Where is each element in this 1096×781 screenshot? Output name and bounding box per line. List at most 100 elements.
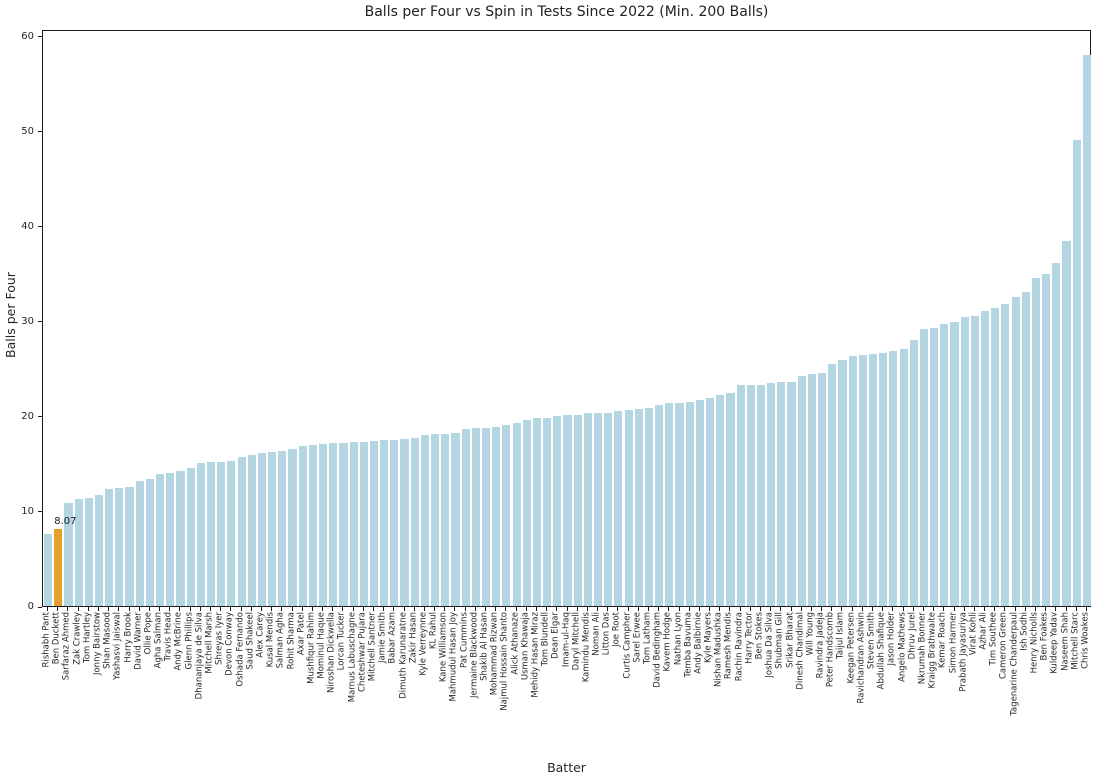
x-tick-mark xyxy=(332,607,334,611)
bar-kemar-roach xyxy=(940,323,949,606)
bar-tim-southee xyxy=(991,308,1000,606)
x-tick-mark xyxy=(749,607,751,611)
y-tick-mark xyxy=(38,511,42,513)
x-tick-mark xyxy=(1065,607,1067,611)
x-category-label: Rachin Ravindra xyxy=(733,612,744,682)
x-tick-mark xyxy=(301,607,303,611)
x-category-label: Devon Conway xyxy=(224,612,235,676)
x-category-label: Kavem Hodge xyxy=(662,612,673,672)
bar-ben-foakes xyxy=(1042,274,1051,606)
x-category-label: Andy Balbirnie xyxy=(693,612,704,674)
x-tick-mark xyxy=(810,607,812,611)
x-category-label: Mehidy Hasan Miraz xyxy=(530,612,541,698)
bar-david-bedingham xyxy=(655,405,664,606)
bar-devon-conway xyxy=(227,460,236,606)
bar-saud-shakeel xyxy=(247,454,256,606)
bar-jermaine-blackwood xyxy=(471,428,480,606)
bar-prabath-jayasuriya xyxy=(960,317,969,606)
bar-dimuth-karunaratne xyxy=(400,438,409,606)
x-category-label: Azhar Ali xyxy=(978,612,989,650)
bar-tagenarine-chanderpaul xyxy=(1011,297,1020,606)
x-axis-label: Batter xyxy=(547,760,586,775)
x-tick-mark xyxy=(47,607,49,611)
bar-steven-smith xyxy=(868,354,878,606)
x-category-label: Joe Root xyxy=(611,612,622,647)
x-tick-mark xyxy=(546,607,548,611)
x-category-label: Kraigg Brathwaite xyxy=(927,612,938,689)
bar-tom-hartley xyxy=(84,497,93,606)
bar-harry-tector xyxy=(746,384,755,606)
x-category-label: Tom Latham xyxy=(642,612,653,665)
bar-cheteshwar-pujara xyxy=(359,441,368,606)
x-category-label: Alick Athanaze xyxy=(509,612,520,675)
x-tick-mark xyxy=(342,607,344,611)
y-tick-mark xyxy=(38,321,42,323)
bar-rishabh-pant xyxy=(44,533,53,606)
x-category-label: Rohit Sharma xyxy=(285,612,296,670)
bar-mahmudul-hasan-joy xyxy=(451,433,460,606)
bar-harry-brook xyxy=(125,487,134,606)
bar-ramesh-mendis xyxy=(726,393,735,606)
x-category-label: Shakib Al Hasan xyxy=(479,612,490,681)
bar-mitchell-marsh xyxy=(206,462,216,606)
x-tick-mark xyxy=(780,607,782,611)
x-tick-mark xyxy=(1004,607,1006,611)
x-tick-mark xyxy=(688,607,690,611)
x-tick-mark xyxy=(87,607,89,611)
x-tick-mark xyxy=(1075,607,1077,611)
bar-ben-stokes xyxy=(756,384,766,606)
x-tick-mark xyxy=(189,607,191,611)
x-category-label: Kuldeep Yadav xyxy=(1049,612,1060,674)
x-tick-mark xyxy=(841,607,843,611)
x-tick-mark xyxy=(311,607,313,611)
x-tick-mark xyxy=(709,607,711,611)
plot-area xyxy=(42,30,1091,607)
bar-virat-kohli xyxy=(970,316,979,606)
y-tick-mark xyxy=(38,416,42,418)
x-category-label: Zak Crawley xyxy=(71,612,82,665)
bar-ravindra-jadeja xyxy=(818,373,827,606)
bar-mushfiqur-rahim xyxy=(308,445,317,606)
x-category-label: Nathan Lyon xyxy=(672,612,683,666)
x-category-label: Daryl Mitchell xyxy=(571,612,581,671)
x-category-label: Axar Patel xyxy=(296,612,307,656)
x-tick-mark xyxy=(800,607,802,611)
x-category-label: Harry Brook xyxy=(122,612,133,663)
x-category-label: Mahmudul Hasan Joy xyxy=(448,612,459,702)
bar-najmul-hossain-shanto xyxy=(502,425,511,606)
x-tick-mark xyxy=(118,607,120,611)
x-tick-mark xyxy=(372,607,374,611)
chart-title: Balls per Four vs Spin in Tests Since 20… xyxy=(364,4,769,20)
x-category-label: Mitchell Marsh xyxy=(204,612,215,674)
x-tick-mark xyxy=(729,607,731,611)
x-tick-mark xyxy=(515,607,517,611)
x-tick-mark xyxy=(678,607,680,611)
bar-jamie-smith xyxy=(380,439,389,606)
x-category-label: Dimuth Karunaratne xyxy=(397,612,408,699)
x-tick-mark xyxy=(770,607,772,611)
x-category-label: Lorcan Tucker xyxy=(336,612,347,671)
x-category-label: Virat Kohli xyxy=(968,612,979,656)
bar-jonny-bairstow xyxy=(94,494,104,606)
x-tick-mark xyxy=(637,607,639,611)
x-category-label: David Bedingham xyxy=(652,612,663,688)
x-tick-mark xyxy=(566,607,568,611)
bar-mehidy-hasan-miraz xyxy=(532,417,541,606)
bar-simon-harmer xyxy=(950,321,959,606)
bar-zak-crawley xyxy=(74,498,83,606)
x-tick-mark xyxy=(872,607,874,611)
x-tick-mark xyxy=(760,607,761,611)
x-tick-mark xyxy=(1024,607,1026,611)
bar-kyle-verreynne xyxy=(420,434,429,606)
x-tick-mark xyxy=(1014,607,1016,611)
x-tick-mark xyxy=(108,607,110,611)
bar-joshua-da-silva xyxy=(767,382,776,606)
bar-rohit-sharma xyxy=(288,449,297,606)
x-tick-mark xyxy=(362,607,364,611)
x-tick-mark xyxy=(454,607,456,611)
x-category-label: Dhruv Jurel xyxy=(907,612,918,660)
x-category-label: Kemar Roach xyxy=(937,612,948,669)
x-category-label: Kamindu Mendis xyxy=(581,612,592,683)
x-category-label: Dean Elgar xyxy=(550,612,561,659)
x-category-label: Mitchell Starc xyxy=(1070,612,1081,670)
